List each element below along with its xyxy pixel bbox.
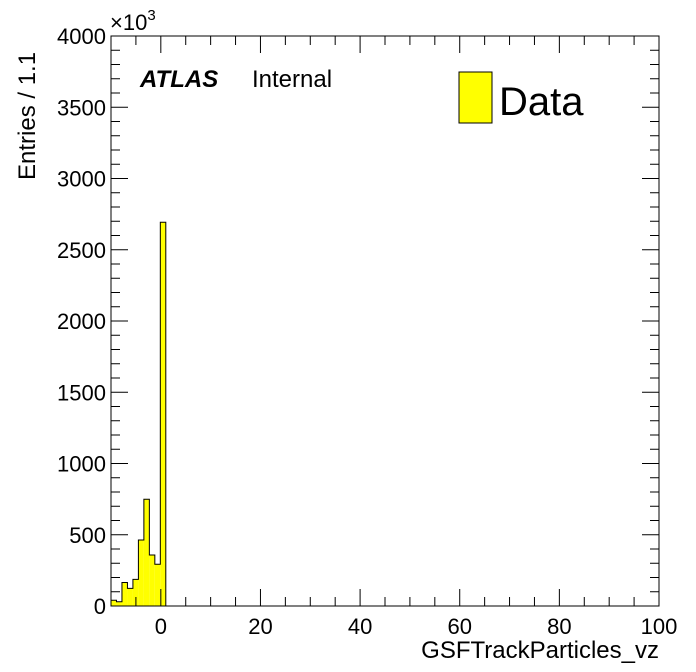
x-tick-label: 60 bbox=[447, 614, 471, 639]
histogram-outline bbox=[110, 221, 167, 606]
x-axis-label: GSFTrackParticles_vz bbox=[421, 637, 659, 664]
histogram-bar bbox=[121, 582, 128, 606]
internal-label: Internal bbox=[252, 66, 332, 93]
y-tick-label: 1000 bbox=[57, 452, 106, 477]
x-tick-label: 20 bbox=[248, 614, 272, 639]
y-tick-label: 3000 bbox=[57, 167, 106, 192]
y-tick-label: 2000 bbox=[57, 309, 106, 334]
y-tick-label: 1500 bbox=[57, 380, 106, 405]
y-multiplier: ×103 bbox=[110, 7, 156, 35]
y-tick-label: 0 bbox=[94, 594, 106, 619]
y-tick-label: 3500 bbox=[57, 95, 106, 120]
atlas-label: ATLAS bbox=[139, 66, 218, 93]
x-tick-label: 80 bbox=[547, 614, 571, 639]
legend-swatch-data bbox=[458, 71, 493, 124]
histogram-bar bbox=[127, 588, 133, 606]
y-tick-label: 4000 bbox=[57, 24, 106, 49]
y-axis-label: Entries / 1.1 bbox=[14, 52, 41, 180]
legend-label-data: Data bbox=[499, 80, 584, 124]
histogram-bar bbox=[132, 579, 139, 606]
histogram-bar bbox=[111, 600, 117, 606]
y-tick-label: 2500 bbox=[57, 238, 106, 263]
x-tick-label: 40 bbox=[348, 614, 372, 639]
histogram-bar bbox=[138, 540, 144, 606]
y-tick-label: 500 bbox=[69, 523, 106, 548]
histogram-bar bbox=[149, 554, 155, 606]
histogram-bar bbox=[143, 499, 150, 606]
histogram-bar bbox=[160, 222, 166, 606]
histogram-bar bbox=[116, 601, 122, 606]
x-tick-label: 0 bbox=[155, 614, 167, 639]
x-tick-label: 100 bbox=[641, 614, 678, 639]
histogram-bar bbox=[154, 564, 161, 606]
